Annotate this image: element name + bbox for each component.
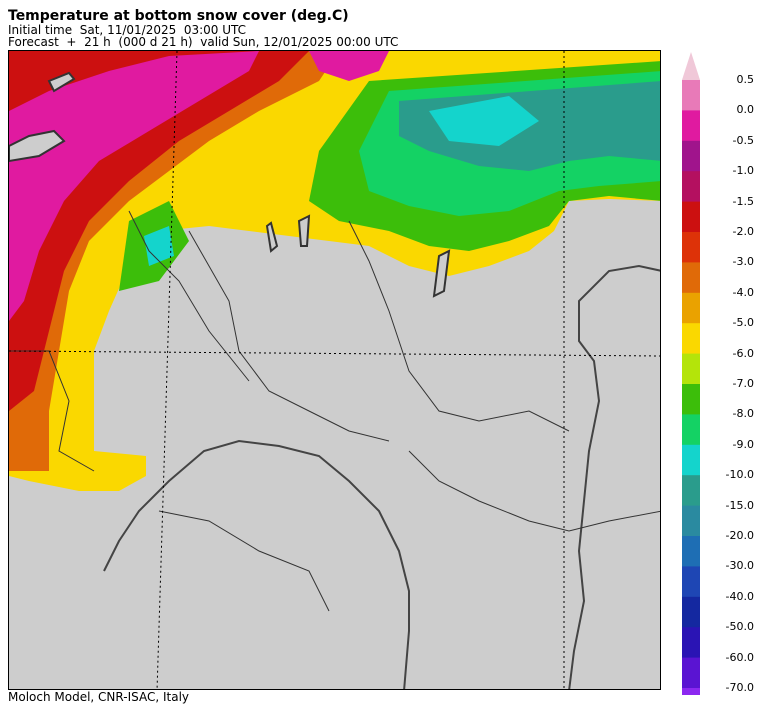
colorbar-level-label: -2.0 [732, 225, 754, 238]
borders [9, 210, 660, 612]
map-title: Temperature at bottom snow cover (deg.C) [8, 8, 349, 24]
colorbar-swatch [682, 140, 700, 172]
colorbar-arrow-top [682, 52, 700, 80]
initial-time: Initial time Sat, 11/01/2025 03:00 UTC [8, 23, 247, 37]
colorbar-level-label: -15.0 [725, 498, 754, 512]
lake-como [297, 214, 311, 247]
colorbar-level-label: 0.0 [736, 103, 755, 117]
colorbar-swatch [682, 475, 700, 507]
map-canvas [9, 51, 660, 689]
snow-zone-cyan [429, 96, 539, 146]
colorbar-swatch [682, 566, 700, 598]
colorbar-level-label: -8.0 [732, 407, 754, 421]
lake-neuchatel [47, 71, 76, 93]
colorbar-swatch [682, 171, 700, 203]
colorbar-level-label: -20.0 [725, 529, 754, 542]
colorbar-level-label: -9.0 [732, 437, 754, 451]
lake-garda [432, 249, 451, 298]
colorbar-swatch [682, 262, 700, 294]
colorbar-level-label: -5.0 [732, 316, 754, 330]
colorbar-level-label: -10.0 [725, 468, 754, 482]
snow-zone-magenta-north [309, 51, 389, 81]
coastline [103, 439, 410, 689]
colorbar-swatch [682, 353, 700, 385]
snow-zone-magenta [9, 51, 259, 321]
colorbar-swatch [682, 596, 700, 628]
snow-zone-cyan-west [144, 226, 174, 266]
colorbar-level-label: -40.0 [725, 589, 754, 603]
colorbar-level-label: -1.0 [732, 164, 754, 178]
lakes [9, 71, 451, 298]
colorbar-swatch [682, 80, 700, 111]
colorbar-swatch [682, 627, 700, 659]
colorbar-level-label: -6.0 [732, 346, 754, 360]
colorbar-swatch [682, 444, 700, 476]
colorbar-level-label: -50.0 [725, 620, 754, 634]
colorbar-swatch [682, 657, 700, 689]
colorbar-swatch [682, 292, 700, 324]
colorbar-swatch [682, 536, 700, 567]
colorbar-swatch [682, 505, 700, 537]
colorbar-level-label: -70.0 [725, 681, 754, 694]
colorbar-level-label: -7.0 [732, 377, 754, 390]
colorbar-level-label: -3.0 [732, 255, 754, 269]
lake-maggiore [265, 221, 279, 253]
snow-field [9, 51, 660, 491]
colorbar-swatch [682, 201, 700, 233]
colorbar-level-label: -1.5 [732, 194, 754, 208]
colorbar-swatch [682, 110, 700, 142]
graticule [9, 51, 660, 689]
colorbar-swatch [682, 232, 700, 263]
colorbar-swatch [682, 414, 700, 446]
lake-geneva [9, 129, 66, 163]
colorbar-level-label: -4.0 [732, 285, 754, 299]
adriatic-coast [568, 264, 660, 689]
colorbar [682, 52, 700, 695]
forecast-map [8, 50, 661, 690]
model-credit: Moloch Model, CNR-ISAC, Italy [8, 690, 190, 704]
colorbar-level-label: -0.5 [732, 133, 754, 147]
forecast-valid-time: Forecast + 21 h (000 d 21 h) valid Sun, … [8, 35, 399, 49]
colorbar-level-label: -60.0 [725, 650, 754, 664]
colorbar-swatch [682, 688, 700, 695]
colorbar-level-label: -30.0 [725, 559, 754, 573]
colorbar-swatch [682, 384, 700, 415]
colorbar-level-label: 0.5 [736, 73, 755, 86]
colorbar-swatch [682, 323, 700, 355]
